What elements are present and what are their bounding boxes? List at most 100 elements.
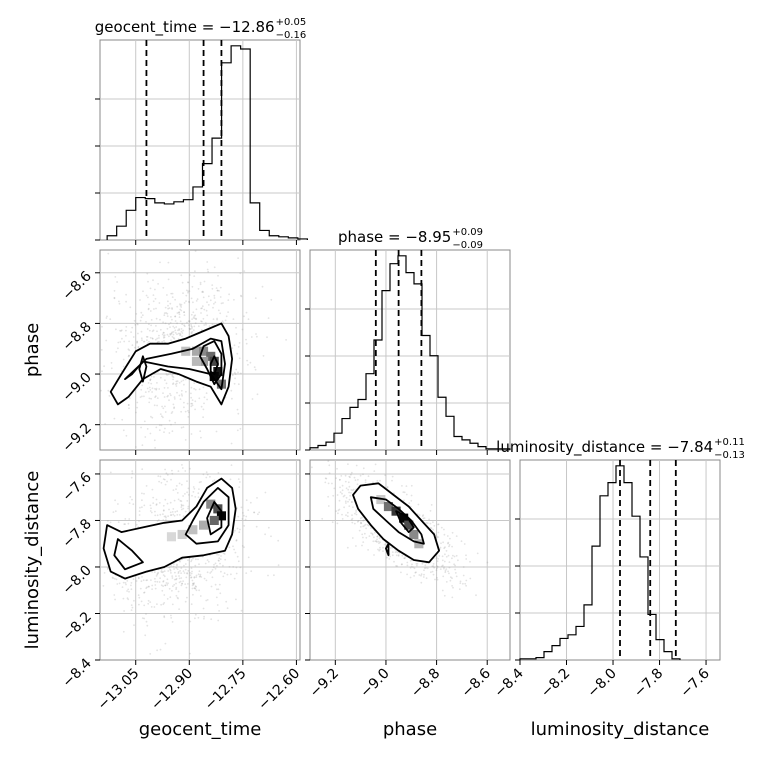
- scatter-point: [245, 311, 248, 314]
- scatter-point: [240, 506, 243, 509]
- scatter-point: [437, 536, 440, 538]
- scatter-point: [213, 266, 216, 269]
- scatter-point: [139, 587, 142, 590]
- scatter-point: [163, 615, 166, 618]
- scatter-point: [375, 540, 378, 543]
- scatter-point: [442, 575, 445, 578]
- scatter-point: [216, 317, 219, 320]
- scatter-point: [163, 314, 166, 317]
- scatter-point: [192, 582, 195, 585]
- scatter-point: [222, 321, 225, 324]
- scatter-point: [159, 318, 161, 321]
- scatter-point: [191, 584, 194, 587]
- scatter-point: [243, 546, 245, 549]
- scatter-point: [423, 567, 426, 570]
- scatter-point: [190, 386, 193, 389]
- scatter-point: [433, 524, 436, 527]
- scatter-point: [135, 313, 138, 315]
- scatter-point: [139, 396, 142, 398]
- scatter-point: [264, 533, 266, 536]
- scatter-point: [209, 572, 212, 574]
- scatter-point: [170, 617, 173, 619]
- scatter-point: [127, 598, 130, 601]
- scatter-point: [198, 488, 200, 490]
- scatter-point: [164, 584, 167, 587]
- scatter-point: [377, 548, 379, 551]
- scatter-point: [211, 480, 214, 483]
- scatter-point: [146, 428, 149, 430]
- scatter-point: [147, 296, 149, 299]
- scatter-point: [332, 494, 335, 497]
- scatter-point: [219, 592, 222, 595]
- scatter-point: [145, 587, 148, 590]
- scatter-point: [233, 344, 236, 347]
- scatter-point: [140, 600, 143, 603]
- scatter-point: [469, 560, 471, 563]
- scatter-point: [327, 482, 330, 485]
- scatter-point: [151, 584, 154, 587]
- scatter-point: [156, 330, 158, 333]
- scatter-point: [180, 309, 183, 312]
- scatter-point: [331, 521, 334, 524]
- scatter-point: [170, 339, 172, 342]
- scatter-point: [217, 472, 220, 474]
- scatter-point: [110, 367, 113, 370]
- scatter-point: [441, 559, 444, 562]
- scatter-point: [341, 484, 344, 487]
- scatter-point: [126, 597, 129, 599]
- scatter-point: [176, 563, 178, 566]
- scatter-point: [158, 429, 161, 432]
- x-axis-label-luminosity_distance: luminosity_distance: [531, 719, 710, 740]
- scatter-point: [171, 469, 173, 472]
- scatter-point: [136, 342, 138, 344]
- scatter-point: [184, 568, 187, 571]
- scatter-point: [440, 526, 443, 529]
- scatter-point: [158, 337, 160, 339]
- scatter-point: [178, 311, 181, 314]
- scatter-point: [185, 390, 187, 393]
- scatter-point: [182, 507, 185, 510]
- scatter-point: [193, 387, 196, 390]
- scatter-point: [345, 514, 347, 517]
- scatter-point: [168, 419, 171, 422]
- scatter-point: [216, 289, 219, 292]
- scatter-point: [403, 499, 405, 502]
- scatter-point: [230, 573, 232, 576]
- scatter-point: [123, 340, 126, 343]
- scatter-point: [200, 307, 203, 310]
- scatter-point: [165, 582, 168, 584]
- scatter-point: [157, 283, 160, 285]
- scatter-point: [149, 310, 152, 312]
- scatter-point: [233, 298, 235, 301]
- scatter-point: [223, 553, 226, 555]
- scatter-point: [150, 375, 153, 378]
- scatter-point: [181, 335, 183, 338]
- scatter-point: [179, 560, 181, 563]
- scatter-point: [145, 613, 147, 615]
- scatter-point: [362, 541, 365, 543]
- scatter-point: [348, 485, 351, 488]
- scatter-point: [341, 489, 344, 492]
- scatter-point: [180, 380, 183, 383]
- scatter-point: [181, 394, 184, 397]
- scatter-point: [136, 341, 139, 343]
- scatter-point: [141, 314, 144, 317]
- scatter-point: [178, 313, 181, 316]
- scatter-point: [194, 388, 197, 391]
- scatter-point: [118, 300, 120, 303]
- scatter-point: [154, 510, 156, 513]
- scatter-point: [244, 518, 247, 521]
- scatter-point: [171, 472, 174, 475]
- scatter-point: [451, 596, 454, 599]
- scatter-point: [109, 471, 112, 474]
- scatter-point: [171, 575, 174, 577]
- scatter-point: [197, 496, 200, 499]
- scatter-point: [146, 586, 149, 589]
- scatter-point: [410, 565, 413, 568]
- scatter-point: [350, 492, 352, 494]
- scatter-point: [141, 506, 143, 509]
- scatter-point: [170, 572, 172, 574]
- scatter-point: [174, 421, 177, 424]
- scatter-point: [194, 250, 197, 252]
- scatter-point: [421, 515, 424, 517]
